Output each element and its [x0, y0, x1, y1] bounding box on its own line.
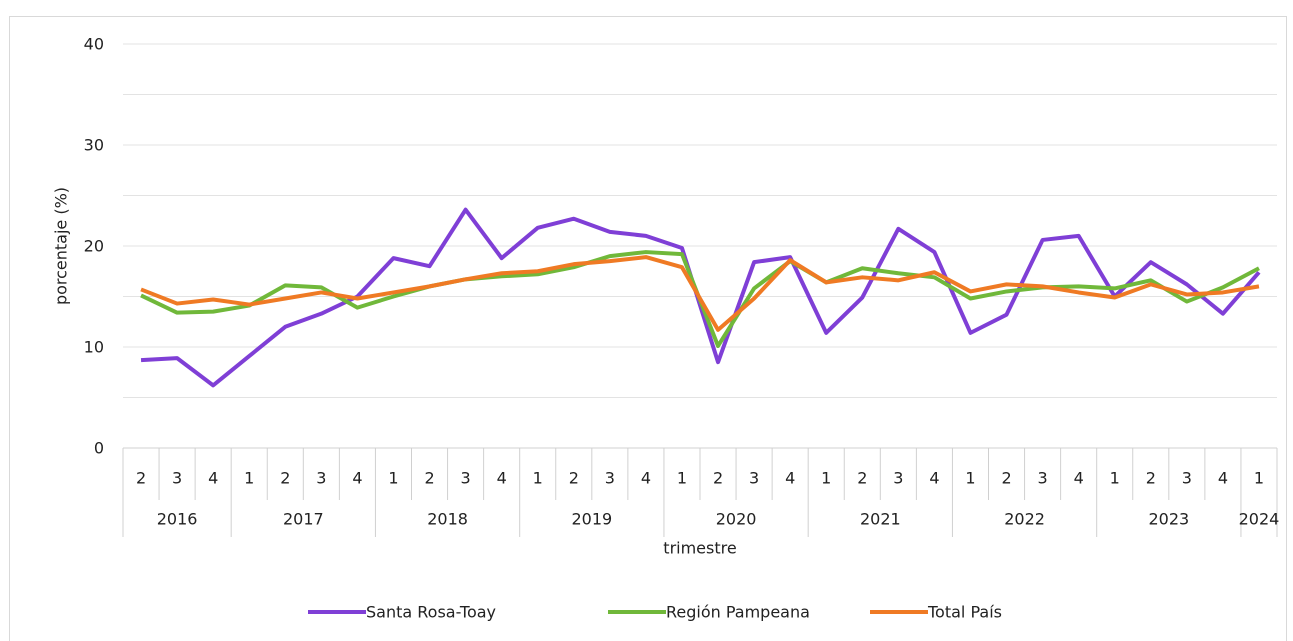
x-tick-label: 1: [965, 469, 975, 488]
legend-label: Total País: [927, 603, 1002, 622]
y-axis-title: porcentaje (%): [52, 187, 71, 305]
x-group-label: 2022: [1004, 510, 1045, 529]
x-group-label: 2016: [157, 510, 198, 529]
x-tick-label: 3: [1182, 469, 1192, 488]
x-tick-label: 4: [497, 469, 507, 488]
x-tick-label: 3: [893, 469, 903, 488]
x-tick-label: 3: [1038, 469, 1048, 488]
x-tick-label: 2: [280, 469, 290, 488]
x-tick-label: 4: [1074, 469, 1084, 488]
x-tick-label: 1: [821, 469, 831, 488]
y-tick-label: 40: [84, 35, 104, 54]
x-tick-label: 2: [1146, 469, 1156, 488]
x-tick-label: 4: [352, 469, 362, 488]
x-group-label: 2019: [571, 510, 612, 529]
legend-label: Santa Rosa-Toay: [366, 603, 496, 622]
legend-label: Región Pampeana: [666, 603, 810, 622]
x-tick-label: 2: [1001, 469, 1011, 488]
x-tick-label: 2: [857, 469, 867, 488]
y-tick-label: 0: [94, 439, 104, 458]
x-tick-label: 4: [641, 469, 651, 488]
x-tick-label: 2: [136, 469, 146, 488]
series-line: [140, 255, 1260, 332]
x-tick-label: 3: [316, 469, 326, 488]
x-tick-label: 1: [388, 469, 398, 488]
x-group-label: 2024: [1239, 510, 1280, 529]
x-tick-label: 3: [461, 469, 471, 488]
x-tick-label: 1: [677, 469, 687, 488]
x-tick-label: 1: [533, 469, 543, 488]
x-tick-label: 1: [1110, 469, 1120, 488]
x-tick-label: 1: [244, 469, 254, 488]
x-tick-label: 2: [424, 469, 434, 488]
y-tick-label: 20: [84, 237, 104, 256]
x-tick-label: 2: [713, 469, 723, 488]
x-axis-title: trimestre: [663, 539, 736, 558]
x-tick-label: 1: [1254, 469, 1264, 488]
x-group-label: 2020: [716, 510, 757, 529]
x-tick-label: 4: [208, 469, 218, 488]
x-group-label: 2018: [427, 510, 468, 529]
x-group-label: 2021: [860, 510, 901, 529]
x-tick-label: 2: [569, 469, 579, 488]
x-group-label: 2017: [283, 510, 324, 529]
y-tick-label: 30: [84, 136, 104, 155]
chart-border: [9, 16, 1287, 641]
x-tick-label: 3: [605, 469, 615, 488]
x-tick-label: 3: [749, 469, 759, 488]
x-tick-label: 4: [1218, 469, 1228, 488]
x-group-label: 2023: [1148, 510, 1189, 529]
x-tick-label: 3: [172, 469, 182, 488]
y-tick-label: 10: [84, 338, 104, 357]
x-tick-label: 4: [929, 469, 939, 488]
x-tick-label: 4: [785, 469, 795, 488]
